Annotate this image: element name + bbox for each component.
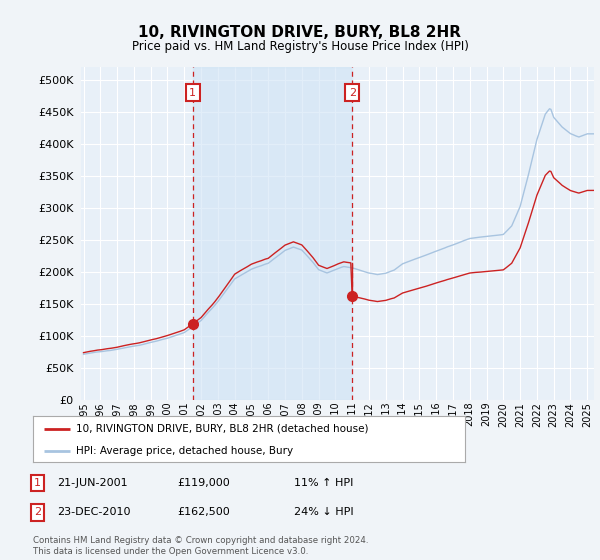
Text: 24% ↓ HPI: 24% ↓ HPI xyxy=(294,507,353,517)
Text: 10, RIVINGTON DRIVE, BURY, BL8 2HR: 10, RIVINGTON DRIVE, BURY, BL8 2HR xyxy=(139,25,461,40)
Text: Price paid vs. HM Land Registry's House Price Index (HPI): Price paid vs. HM Land Registry's House … xyxy=(131,40,469,53)
Text: £162,500: £162,500 xyxy=(177,507,230,517)
Text: 21-JUN-2001: 21-JUN-2001 xyxy=(57,478,128,488)
Bar xyxy=(193,67,352,400)
Text: 11% ↑ HPI: 11% ↑ HPI xyxy=(294,478,353,488)
Text: Contains HM Land Registry data © Crown copyright and database right 2024.
This d: Contains HM Land Registry data © Crown c… xyxy=(33,536,368,556)
Text: 1: 1 xyxy=(189,88,196,98)
Text: 1: 1 xyxy=(34,478,41,488)
Text: HPI: Average price, detached house, Bury: HPI: Average price, detached house, Bury xyxy=(76,446,293,455)
Text: 23-DEC-2010: 23-DEC-2010 xyxy=(57,507,131,517)
Text: 10, RIVINGTON DRIVE, BURY, BL8 2HR (detached house): 10, RIVINGTON DRIVE, BURY, BL8 2HR (deta… xyxy=(76,424,368,434)
Text: 2: 2 xyxy=(349,88,356,98)
Text: 2: 2 xyxy=(34,507,41,517)
Text: £119,000: £119,000 xyxy=(177,478,230,488)
